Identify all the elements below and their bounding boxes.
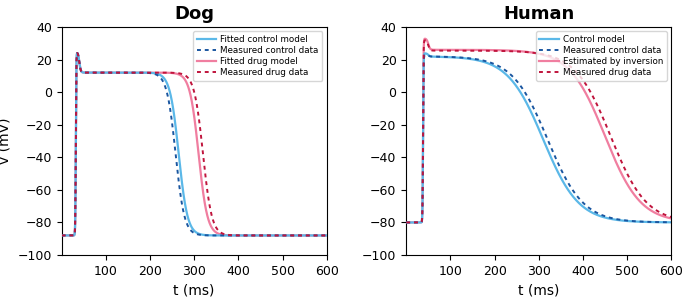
X-axis label: t (ms): t (ms)	[518, 283, 560, 297]
Legend: Control model, Measured control data, Estimated by inversion, Measured drug data: Control model, Measured control data, Es…	[536, 32, 667, 81]
Title: Dog: Dog	[174, 5, 214, 23]
Legend: Fitted control model, Measured control data, Fitted drug model, Measured drug da: Fitted control model, Measured control d…	[193, 32, 323, 81]
Title: Human: Human	[503, 5, 575, 23]
X-axis label: t (ms): t (ms)	[173, 283, 215, 297]
Y-axis label: v (mV): v (mV)	[0, 118, 12, 164]
